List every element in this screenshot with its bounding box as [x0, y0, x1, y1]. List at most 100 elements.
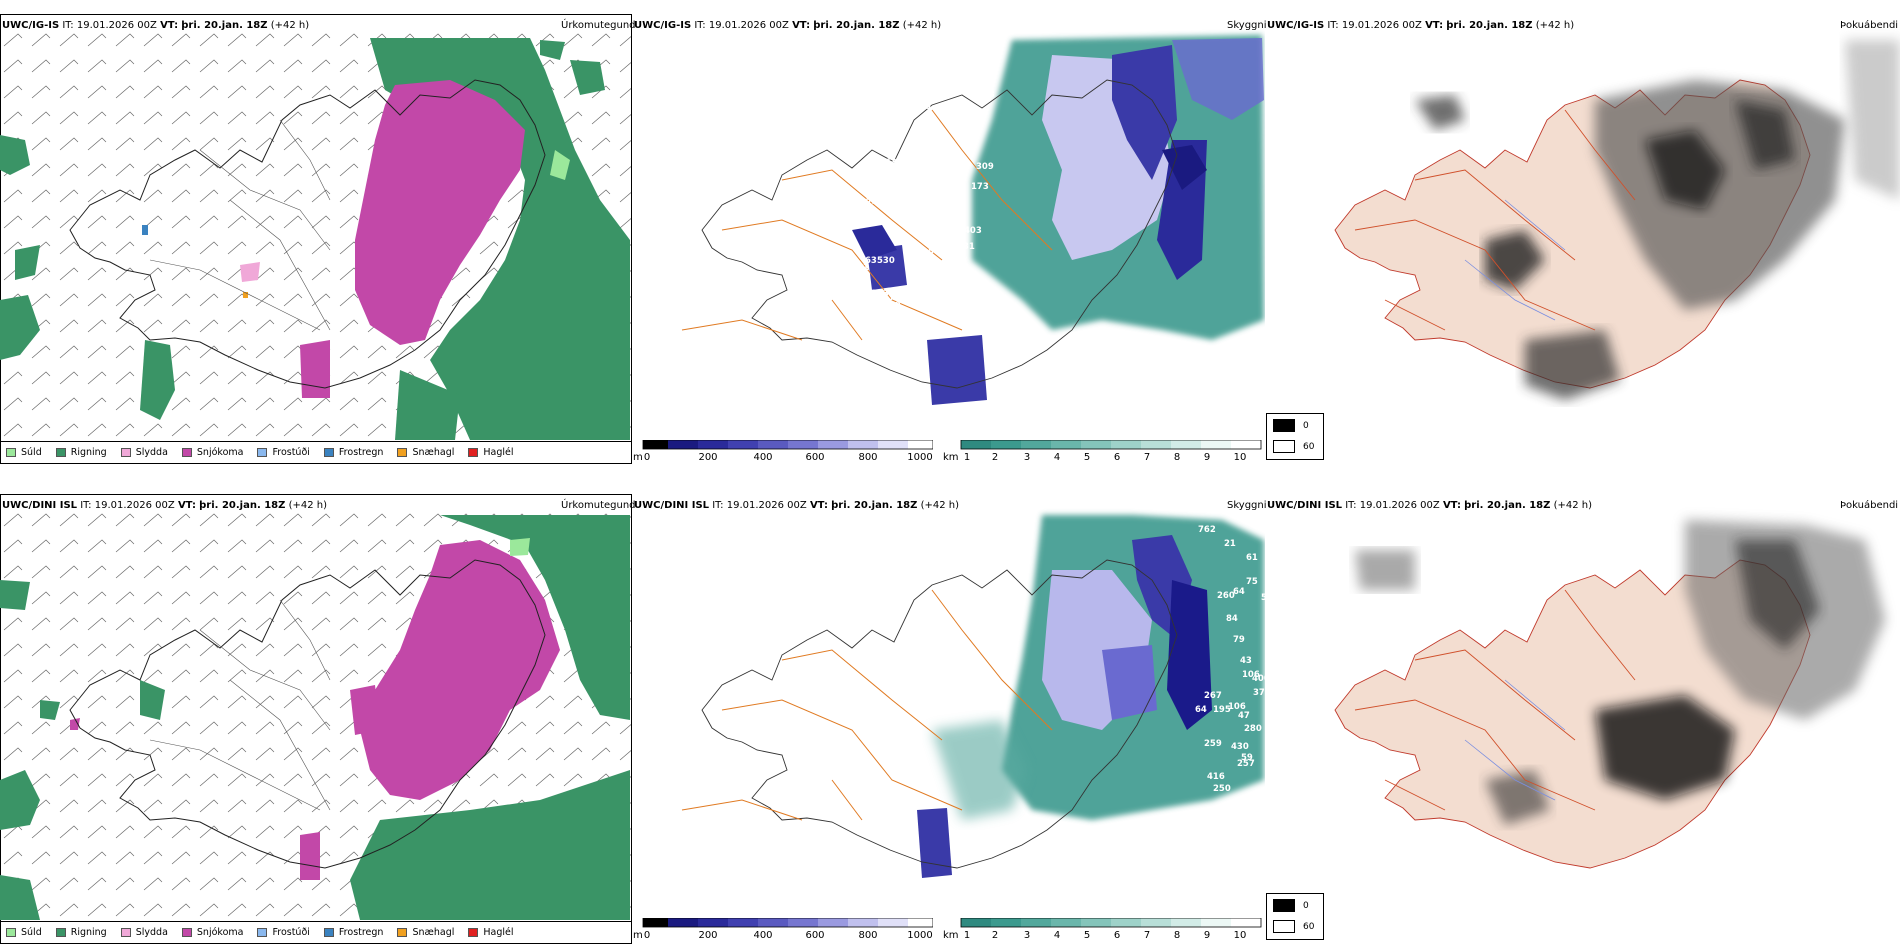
panel-header: UWC/IG-IS IT: 19.01.2026 00Z VT: þri. 20… — [634, 20, 942, 31]
legend-label: Súld — [21, 927, 42, 938]
legend-label: Frostúði — [272, 447, 310, 458]
legend-swatch — [397, 928, 408, 937]
visibility-value-label: 263 — [977, 90, 995, 100]
visibility-value-label: 83 — [691, 241, 703, 251]
legend-label: Frostúði — [272, 927, 310, 938]
visibility-value-label: 38 — [778, 403, 790, 413]
visibility-value-label: 63 — [865, 256, 877, 266]
visibility-value-label: 116 — [772, 264, 790, 274]
legend-item: Frostregn — [323, 927, 383, 938]
visibility-value-label: 320 — [918, 138, 936, 148]
panel-header: UWC/DINI ISL IT: 19.01.2026 00Z VT: þri.… — [1267, 500, 1593, 511]
visibility-value-label: 122 — [773, 354, 791, 364]
visibility-value-label: 400 — [1252, 674, 1270, 684]
visibility-value-label: 58 — [894, 206, 906, 216]
legend-label: Slydda — [135, 447, 168, 458]
legend-swatch — [181, 928, 192, 937]
visibility-value-label: 267 — [1204, 691, 1222, 701]
panel-header: UWC/DINI ISL IT: 19.01.2026 00Z VT: þri.… — [634, 500, 960, 511]
visibility-value-label: 41 — [941, 219, 953, 229]
visibility-value-label: 106 — [1228, 702, 1246, 712]
visibility-value-label: 236 — [868, 47, 886, 57]
visibility-value-label: 646 — [827, 319, 845, 329]
panel-title: Úrkomutegund — [561, 20, 636, 31]
visibility-value-label: 762 — [1198, 525, 1216, 535]
legend-item: Snæhagl — [397, 927, 454, 938]
legend-swatch — [6, 448, 16, 457]
visibility-value-label: 530 — [877, 256, 895, 266]
visibility-value-label: 278 — [807, 190, 825, 200]
visibility-value-label: 403 — [964, 226, 982, 236]
visibility-value-label: 22 — [1149, 839, 1161, 849]
panel-title: Úrkomutegund — [561, 500, 636, 511]
precip-legend-row2: Súld Rigning Slydda Snjókoma Frostúði Frostre… — [0, 921, 632, 943]
legend-item: Rigning — [55, 447, 107, 458]
visibility-value-label: 59 — [1241, 753, 1253, 763]
legend-swatch — [55, 928, 66, 937]
visibility-value-label: 41 — [1283, 637, 1295, 647]
legend-label: Snæhagl — [412, 447, 455, 458]
legend-label: Snjókoma — [196, 447, 244, 458]
visibility-colorbar-row2: km 1 2 3 4 5 6 7 8 9 10 — [943, 918, 1268, 948]
visibility-value-label: 70 — [889, 293, 901, 303]
fog-swatch-white — [1273, 920, 1295, 933]
visibility-value-label: 63 — [885, 158, 897, 168]
visibility-value-label: 250 — [1213, 784, 1231, 794]
panel-header: UWC/IG-IS IT: 19.01.2026 00Z VT: þri. 20… — [1267, 20, 1575, 31]
panel-header: UWC/DINI ISL IT: 19.01.2026 00Z VT: þri.… — [2, 500, 328, 511]
visibility-value-label: 37 — [1253, 688, 1265, 698]
visibility-value-label: 106 — [1242, 670, 1260, 680]
height-colorbar-row2: m 0 200 400 600 800 1000 — [633, 918, 933, 948]
visibility-colorbar-row1: km 1 2 3 4 5 6 7 8 9 10 — [943, 440, 1268, 470]
visibility-value-label: 28 — [938, 183, 950, 193]
visibility-value-label: 66 — [919, 102, 931, 112]
visibility-value-label: 79 — [1233, 635, 1245, 645]
visibility-value-label: 64 — [1195, 705, 1207, 715]
visibility-value-label: 84 — [1226, 614, 1238, 624]
visibility-value-label: 64 — [1233, 587, 1245, 597]
visibility-value-label: 57 — [943, 170, 955, 180]
visibility-value-label: 219 — [1138, 862, 1156, 872]
legend-swatch — [55, 448, 66, 457]
visibility-value-label: 53 — [753, 374, 765, 384]
legend-swatch — [468, 448, 479, 457]
panel-title: Skyggni — [1227, 20, 1267, 31]
legend-item: Slydda — [120, 927, 168, 938]
legend-swatch — [120, 928, 131, 937]
visibility-value-label: 263 — [956, 70, 974, 80]
precip-legend-row1: Súld Rigning Slydda Snjókoma Frostúði Frostre… — [0, 441, 632, 463]
legend-label: Haglél — [483, 927, 514, 938]
visibility-value-label: 287 — [863, 113, 881, 123]
visibility-value-label: 257 — [1237, 759, 1255, 769]
panel-title: Þokuábendi — [1840, 20, 1899, 31]
precip-map-row1 — [0, 30, 631, 440]
visibility-map-row2 — [681, 515, 1264, 878]
visibility-value-label: 280 — [1244, 724, 1262, 734]
legend-label: Rigning — [70, 927, 107, 938]
visibility-value-label: 78 — [893, 91, 905, 101]
visibility-value-label: 173 — [971, 182, 989, 192]
visibility-value-label: 49 — [1287, 670, 1299, 680]
visibility-value-label: 430 — [1231, 742, 1249, 752]
legend-swatch — [468, 928, 479, 937]
legend-swatch — [397, 448, 408, 457]
legend-item: Frostúði — [257, 927, 310, 938]
legend-item: Slydda — [120, 447, 168, 458]
legend-swatch — [6, 928, 16, 937]
visibility-value-label: 374 — [860, 198, 878, 208]
legend-item: Rigning — [55, 927, 107, 938]
visibility-value-label: 66 — [1126, 840, 1138, 850]
visibility-value-label: 75 — [1246, 577, 1258, 587]
legend-swatch — [323, 928, 334, 937]
visibility-value-label: 35 — [798, 403, 810, 413]
visibility-value-label: 50 — [928, 247, 940, 257]
visibility-value-label: 21 — [1224, 539, 1236, 549]
legend-item: Frostúði — [257, 447, 310, 458]
legend-item: Súld — [6, 927, 42, 938]
legend-label: Súld — [21, 447, 42, 458]
fog-swatch-black — [1273, 899, 1295, 912]
panel-title: Þokuábendi — [1840, 500, 1899, 511]
panel-title: Skyggni — [1227, 500, 1267, 511]
legend-item: Haglél — [468, 927, 514, 938]
